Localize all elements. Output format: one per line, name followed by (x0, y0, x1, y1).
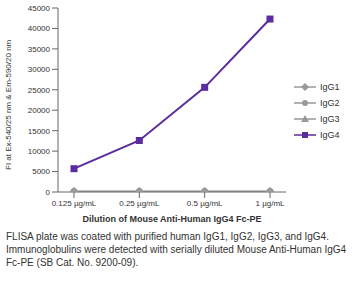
html-text:IgG4: IgG4 (320, 130, 340, 140)
svg-text:45000: 45000 (28, 4, 51, 13)
svg-text:25000: 25000 (28, 86, 51, 95)
svg-text:40000: 40000 (28, 24, 51, 33)
svg-text:0.25 µg/mL: 0.25 µg/mL (119, 199, 160, 208)
html-text:IgG2: IgG2 (320, 98, 340, 108)
svg-text:30000: 30000 (28, 65, 51, 74)
svg-text:0: 0 (46, 188, 51, 197)
svg-text:1 µg/mL: 1 µg/mL (255, 199, 285, 208)
svg-text:Dilution of Mouse Anti-Human I: Dilution of Mouse Anti-Human IgG4 Fc-PE (82, 214, 261, 224)
svg-text:0.5 µg/mL: 0.5 µg/mL (187, 199, 223, 208)
svg-text:15000: 15000 (28, 127, 51, 136)
html-text:IgG1: IgG1 (320, 82, 340, 92)
svg-text:20000: 20000 (28, 106, 51, 115)
svg-text:10000: 10000 (28, 147, 51, 156)
svg-text:5000: 5000 (32, 167, 50, 176)
svg-text:35000: 35000 (28, 45, 51, 54)
svg-text:FI at Ex-540/25 nm & Em-590/20: FI at Ex-540/25 nm & Em-590/20 nm (8, 39, 13, 170)
html-text:FLISA plate was coated with pu: FLISA plate was coated with purified hum… (6, 231, 347, 268)
html-text:IgG3: IgG3 (320, 114, 340, 124)
svg-text:0.125 µg/mL: 0.125 µg/mL (52, 199, 97, 208)
